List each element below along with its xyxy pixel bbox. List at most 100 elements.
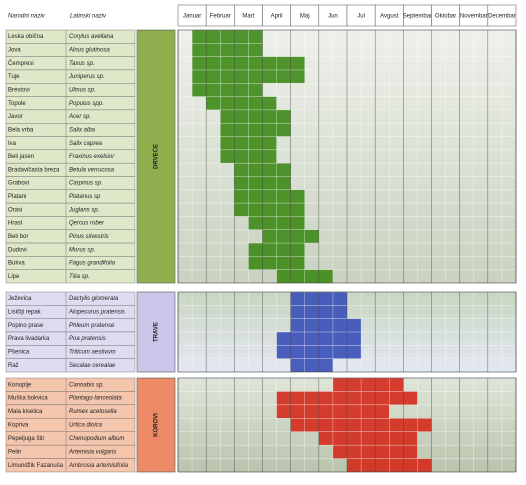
latin-name: Rumex acetosella <box>69 409 117 415</box>
group-frame <box>177 291 517 373</box>
common-name: Dudovi <box>8 247 27 253</box>
group-frame <box>177 377 517 473</box>
common-name: Orasi <box>8 207 22 213</box>
latin-name: Qercus rober <box>69 221 105 227</box>
latin-name: Ambrosia artemisifolia <box>68 463 129 469</box>
common-name: Popino prase <box>8 323 44 329</box>
common-name: Pšenica <box>8 350 30 356</box>
header-latin: Latinski naziv <box>70 14 107 20</box>
latin-name: Chenopodium album <box>69 436 124 442</box>
month-header: April <box>271 14 283 20</box>
common-name: Javor <box>8 114 23 120</box>
month-header: Jul <box>357 14 365 20</box>
common-name: Lisičiji repak <box>8 310 42 316</box>
month-header: Mart <box>242 14 254 20</box>
common-name: Beli bor <box>8 234 28 240</box>
pollen-season <box>234 203 305 217</box>
common-name: Leska obična <box>8 34 44 40</box>
month-header: Septembar <box>403 14 432 20</box>
latin-name: Alnus glutinosa <box>68 48 110 54</box>
common-name: Brestovi <box>8 87 30 93</box>
latin-name: Plantago lanceolata <box>69 396 122 402</box>
common-name: Bukva <box>8 261 25 267</box>
common-name: Limundžik Fazanuša <box>8 463 64 469</box>
group-label-box <box>136 291 176 373</box>
pollen-season <box>220 123 291 137</box>
header-common: Narodni naziv <box>8 14 46 20</box>
latin-name: Carpinus sp. <box>69 181 103 187</box>
latin-name: Salix alba <box>69 127 96 133</box>
common-name: Bradavičasta breza <box>8 167 60 173</box>
latin-name: Acer sp. <box>68 114 91 120</box>
latin-name: Salix caprea <box>69 141 103 147</box>
month-header: Februar <box>210 14 231 20</box>
latin-name: Dactylis glomerata <box>69 296 119 302</box>
latin-name: Fagus grandifolia <box>69 261 116 267</box>
common-name: Tuje <box>8 74 20 80</box>
common-name: Bela vrba <box>8 127 34 133</box>
name-cell <box>5 458 136 473</box>
common-name: Beli jasen <box>8 154 34 160</box>
group-label: DRVEĆE <box>152 144 160 169</box>
pollen-season <box>220 109 291 124</box>
pollen-season <box>290 358 333 372</box>
month-header: Jun <box>328 14 338 20</box>
name-cell <box>5 269 136 284</box>
common-name: Topole <box>8 101 26 107</box>
common-name: Grabovi <box>8 181 29 187</box>
latin-name: Pinus silvestris <box>69 234 109 240</box>
group-label: TRAVE <box>154 322 160 342</box>
common-name: Muška bokvica <box>8 396 48 402</box>
month-header: Decembar <box>488 14 516 20</box>
month-header: Januar <box>183 14 201 20</box>
name-cell <box>5 358 136 373</box>
latin-name: Juglans sp. <box>68 207 99 213</box>
month-header: Novembar <box>460 14 488 20</box>
common-name: Mala kiselica <box>8 409 43 415</box>
latin-name: Cannabis sp. <box>69 382 104 388</box>
pollen-season <box>318 431 418 446</box>
latin-name: Urtica dioica <box>69 423 103 429</box>
month-header: Oktobar <box>435 14 456 20</box>
latin-name: Fraxinus exelsior <box>69 154 115 160</box>
common-name: Kopriva <box>8 423 29 429</box>
latin-name: Alopecurus pratensis <box>68 310 125 316</box>
common-name: Konoplje <box>8 382 32 388</box>
pollen-season <box>192 43 263 57</box>
group-label-box <box>136 29 176 284</box>
common-name: Iva <box>8 141 17 147</box>
common-name: Platani <box>8 194 26 200</box>
common-name: Lipe <box>8 274 20 280</box>
pollen-season <box>192 30 263 44</box>
common-name: Raž <box>8 363 19 369</box>
common-name: Ježevica <box>8 296 32 302</box>
pollen-season <box>234 189 305 204</box>
pollen-season <box>332 378 404 392</box>
latin-name: Betula verrucosa <box>69 167 115 173</box>
month-header: Avgust <box>380 14 399 20</box>
latin-name: Juniperus sp. <box>68 74 105 80</box>
latin-name: Phleum pratense <box>69 323 115 329</box>
latin-name: Poa pratensis <box>69 336 106 342</box>
latin-name: Taxus sp. <box>69 61 94 67</box>
group-label-box <box>136 377 176 473</box>
latin-name: Populus spp. <box>69 101 104 107</box>
latin-name: Triticum aestivum <box>69 350 116 356</box>
latin-name: Platanus sp <box>69 194 101 200</box>
latin-name: Tilia sp. <box>69 274 90 280</box>
common-name: Jova <box>8 48 21 54</box>
common-name: Čempresi <box>8 60 34 67</box>
group-frame <box>177 29 517 284</box>
latin-name: Ulmus sp. <box>69 87 96 93</box>
pollen-season <box>192 83 263 97</box>
group-label: KOROVI <box>154 413 160 437</box>
month-header: Maj <box>300 14 310 20</box>
latin-name: Artemisia vulgaris <box>68 449 116 455</box>
pollen-season <box>206 96 277 110</box>
month-header-cell <box>487 4 517 27</box>
common-name: Pelin <box>8 449 21 455</box>
latin-name: Secalae cerealae <box>69 363 116 369</box>
latin-name: Morus sp. <box>69 247 95 253</box>
common-name: Prava livadarka <box>8 336 50 342</box>
